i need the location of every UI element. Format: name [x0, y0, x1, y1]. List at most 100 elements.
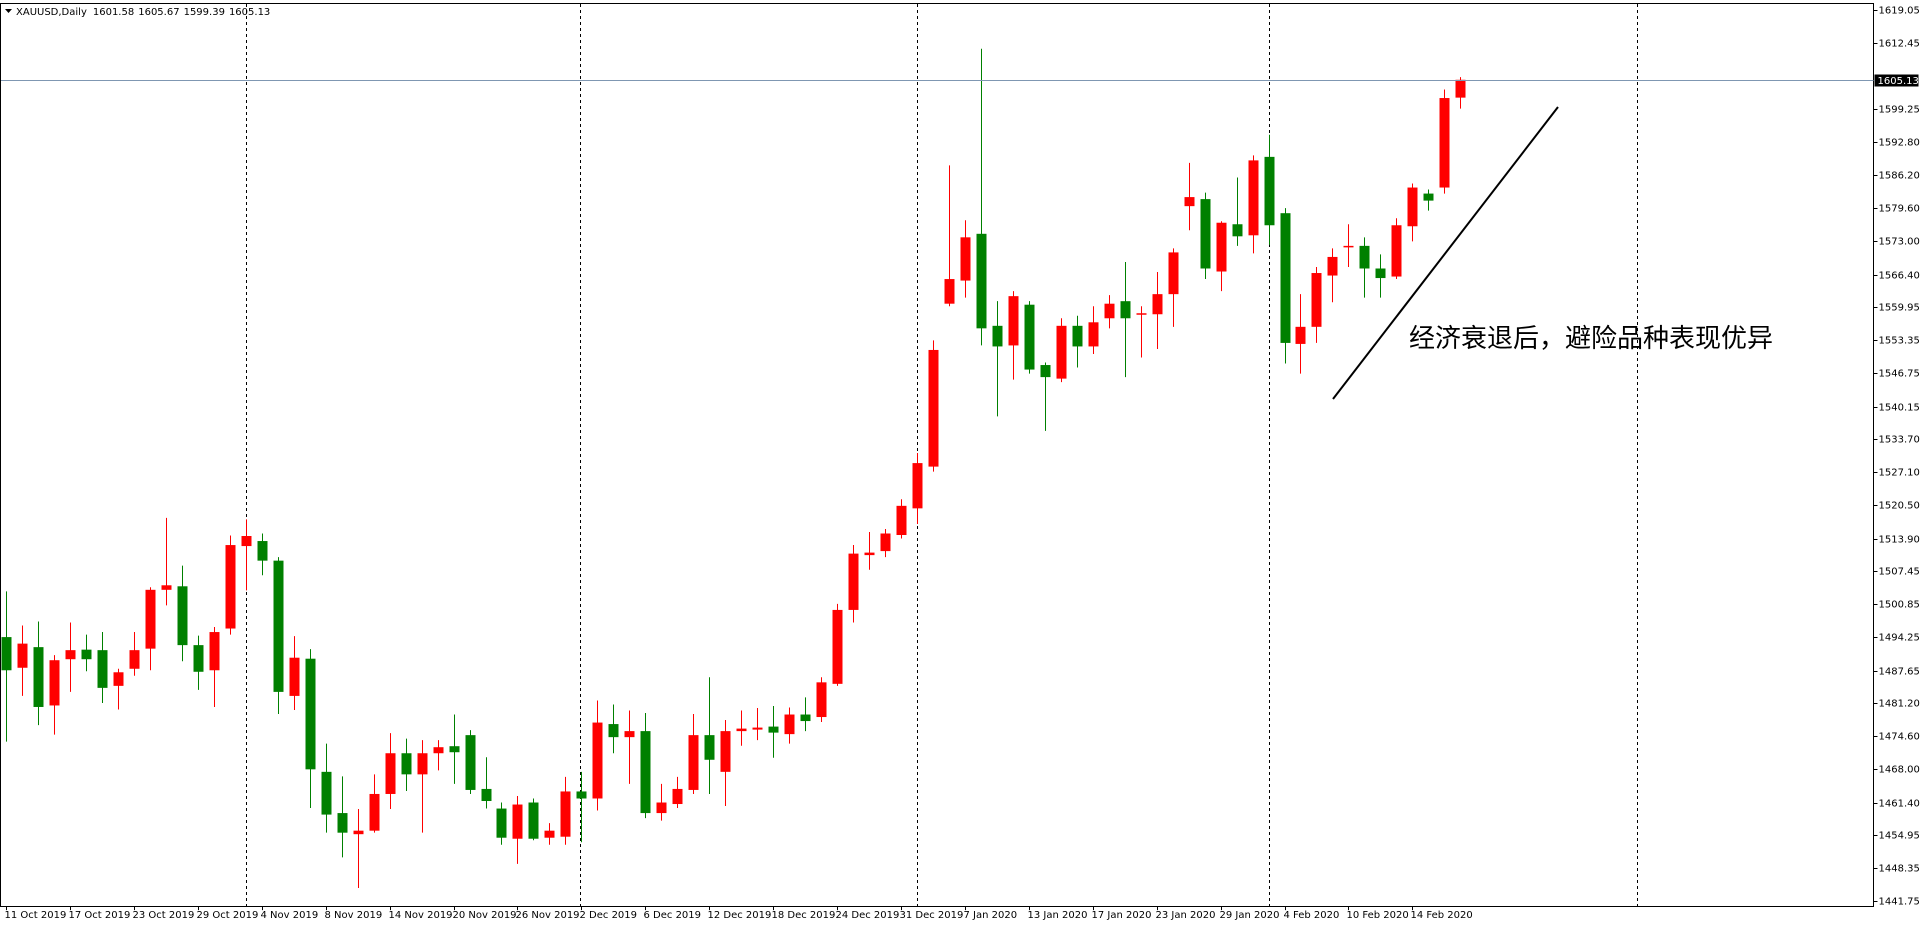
x-tick-label: 17 Jan 2020: [1092, 910, 1152, 921]
candle-body: [1407, 187, 1418, 227]
candle-body: [145, 589, 156, 649]
candle-body: [1200, 199, 1211, 269]
candle-body: [896, 505, 907, 536]
trend-line: [1332, 106, 1559, 400]
candle-body: [1040, 365, 1051, 378]
candle-body: [321, 771, 332, 815]
candle-body: [289, 657, 300, 696]
candle-body: [1375, 268, 1386, 279]
x-tick-label: 29 Oct 2019: [197, 910, 259, 921]
candle-body: [225, 545, 236, 629]
candle-body: [960, 237, 971, 281]
candle-body: [800, 714, 811, 722]
candle-body: [401, 753, 412, 775]
candle-body: [241, 536, 252, 547]
candle-body: [1152, 294, 1163, 315]
candle-body: [337, 813, 348, 833]
candle-body: [17, 643, 28, 668]
candle-body: [1024, 304, 1035, 370]
candle-body: [1359, 245, 1370, 269]
candle-body: [1184, 197, 1195, 207]
candle-body: [1264, 156, 1275, 226]
candle-body: [656, 802, 667, 814]
candle-body: [1, 637, 12, 671]
x-tick-label: 17 Oct 2019: [69, 910, 131, 921]
candle-body: [1088, 322, 1099, 347]
candle-body: [512, 804, 523, 839]
candle-body: [624, 731, 635, 738]
chart-header: XAUUSD,Daily 1601.58 1605.67 1599.39 1605.13: [16, 7, 270, 18]
candle-body: [1455, 79, 1466, 98]
y-tick-label: 1487.65: [1879, 667, 1920, 678]
candle-body: [944, 279, 955, 304]
candle-body: [353, 830, 364, 835]
candle-body: [273, 560, 284, 692]
x-tick-label: 7 Jan 2020: [964, 910, 1018, 921]
x-tick-label: 23 Jan 2020: [1156, 910, 1216, 921]
candle-body: [129, 650, 140, 669]
candle-body: [193, 645, 204, 672]
current-price-label: 1605.13: [1878, 76, 1919, 87]
period-separators: [246, 4, 1638, 906]
x-tick-label: 20 Nov 2019: [453, 910, 517, 921]
y-tick-label: 1553.35: [1879, 336, 1920, 347]
candle-body: [97, 650, 108, 688]
candle-body: [481, 788, 492, 802]
candle-body: [1008, 296, 1019, 346]
y-tick-label: 1619.05: [1879, 6, 1920, 17]
candle-body: [1280, 213, 1291, 343]
current-price-box: [1874, 74, 1919, 87]
y-tick-label: 1612.45: [1879, 39, 1920, 50]
candle-body: [113, 672, 124, 686]
candle-body: [1391, 225, 1402, 277]
x-tick-label: 24 Dec 2019: [836, 910, 900, 921]
symbol: XAUUSD,Daily: [16, 7, 87, 18]
candle-body: [1295, 326, 1306, 344]
y-tick-label: 1481.20: [1879, 699, 1920, 710]
x-tick-label: 14 Feb 2020: [1411, 910, 1473, 921]
candle-body: [528, 802, 539, 839]
y-tick-label: 1566.40: [1879, 271, 1920, 282]
candle-body: [1216, 222, 1227, 272]
y-tick-label: 1540.15: [1879, 403, 1920, 414]
candle-body: [1343, 245, 1354, 248]
annotation: 经济衰退后，避险品种表现优异: [1409, 324, 1773, 354]
candle-body: [1327, 256, 1338, 276]
y-tick-label: 1559.95: [1879, 303, 1920, 314]
candle-body: [784, 714, 795, 735]
candle-body: [1311, 273, 1322, 327]
candle-body: [672, 788, 683, 805]
x-tick-label: 31 Dec 2019: [900, 910, 964, 921]
candle-body: [1423, 193, 1434, 201]
candle-body: [848, 553, 859, 610]
candle-body: [816, 682, 827, 718]
y-tick-label: 1500.85: [1879, 600, 1920, 611]
y-tick-label: 1494.25: [1879, 633, 1920, 644]
x-tick-label: 18 Dec 2019: [772, 910, 836, 921]
y-tick-label: 1527.10: [1879, 468, 1920, 479]
y-tick-label: 1513.90: [1879, 535, 1920, 546]
y-tick-label: 1586.20: [1879, 171, 1920, 182]
x-tick-label: 4 Nov 2019: [261, 910, 319, 921]
candle-body: [576, 791, 587, 799]
candle-body: [864, 552, 875, 556]
candle-body: [49, 660, 60, 706]
candle-body: [976, 233, 987, 329]
candle-body: [592, 722, 603, 799]
y-tick-label: 1592.80: [1879, 138, 1920, 149]
candle-body: [161, 585, 172, 590]
candle-body: [1136, 313, 1147, 315]
y-tick-label: 1579.60: [1879, 204, 1920, 215]
x-tick-label: 26 Nov 2019: [516, 910, 580, 921]
y-tick-label: 1546.75: [1879, 369, 1920, 380]
x-tick-label: 12 Dec 2019: [708, 910, 772, 921]
candle-body: [1056, 325, 1067, 379]
candle-body: [465, 735, 476, 790]
candle-body: [720, 731, 731, 772]
candle-body: [752, 727, 763, 730]
header-low: 1599.39: [184, 7, 225, 18]
candle-body: [1072, 325, 1083, 347]
candle-body: [560, 791, 571, 837]
candle-body: [1248, 160, 1259, 236]
candle-body: [496, 808, 507, 838]
